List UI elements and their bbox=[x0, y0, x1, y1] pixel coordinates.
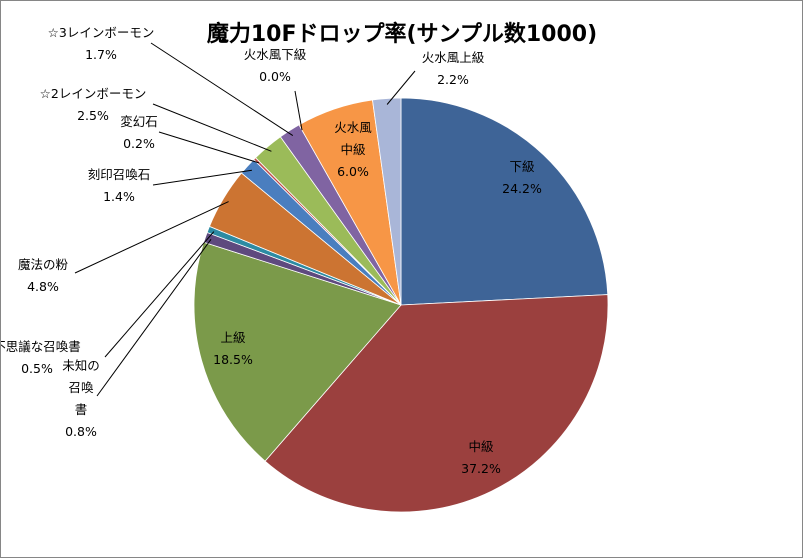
slice-name-label: 火水風上級 bbox=[422, 50, 485, 65]
slice-name-label: ☆3レインボーモン bbox=[48, 25, 155, 40]
slice-percent-label: 0.0% bbox=[259, 69, 291, 84]
leader-line bbox=[152, 169, 252, 186]
slice-percent-label: 2.2% bbox=[437, 72, 469, 87]
slice-name-label: 召喚 bbox=[68, 380, 94, 395]
pie-slice bbox=[372, 97, 402, 306]
slice-name-label: ☆2レインボーモン bbox=[40, 86, 147, 101]
slice-percent-label: 0.2% bbox=[123, 136, 155, 151]
leader-line bbox=[74, 201, 229, 274]
slice-name-label: 火水風下級 bbox=[244, 47, 307, 62]
pie-slices bbox=[193, 97, 609, 513]
slice-percent-label: 4.8% bbox=[27, 279, 59, 294]
leader-line bbox=[104, 231, 215, 358]
slice-name-label: 不思議な召喚書 bbox=[1, 339, 81, 354]
leader-line bbox=[294, 90, 303, 131]
slice-name-label: 上級 bbox=[220, 330, 246, 345]
leader-line bbox=[158, 131, 260, 164]
leader-line bbox=[96, 239, 212, 397]
pie-slice bbox=[264, 294, 609, 513]
leader-lines bbox=[74, 42, 416, 397]
slice-percent-label: 1.7% bbox=[85, 47, 117, 62]
slice-name-label: 火水風 bbox=[334, 120, 372, 135]
slice-percent-label: 37.2% bbox=[461, 461, 501, 476]
slice-percent-label: 24.2% bbox=[502, 181, 542, 196]
slice-name-label: 刻印召喚石 bbox=[88, 167, 151, 182]
slice-percent-label: 0.8% bbox=[65, 424, 97, 439]
slice-percent-label: 2.5% bbox=[77, 108, 109, 123]
leader-line bbox=[152, 103, 272, 152]
slice-name-label: 中級 bbox=[340, 142, 366, 157]
leader-line bbox=[386, 70, 416, 105]
slice-name-label: 魔法の粉 bbox=[18, 257, 69, 272]
slice-name-label: 未知の bbox=[62, 358, 100, 373]
chart-title: 魔力10Fドロップ率(サンプル数1000) bbox=[207, 21, 597, 47]
slice-name-label: 変幻石 bbox=[120, 114, 158, 129]
pie-slice bbox=[193, 241, 402, 462]
slice-name-label: 中級 bbox=[468, 439, 494, 454]
slice-percent-label: 6.0% bbox=[337, 164, 369, 179]
slice-percent-label: 1.4% bbox=[103, 189, 135, 204]
slice-percent-label: 0.5% bbox=[21, 361, 53, 376]
pie-slice bbox=[400, 97, 609, 306]
leader-line bbox=[150, 42, 294, 137]
slice-name-label: 下級 bbox=[509, 159, 535, 174]
slice-percent-label: 18.5% bbox=[213, 352, 253, 367]
slice-name-label: 書 bbox=[75, 402, 88, 417]
